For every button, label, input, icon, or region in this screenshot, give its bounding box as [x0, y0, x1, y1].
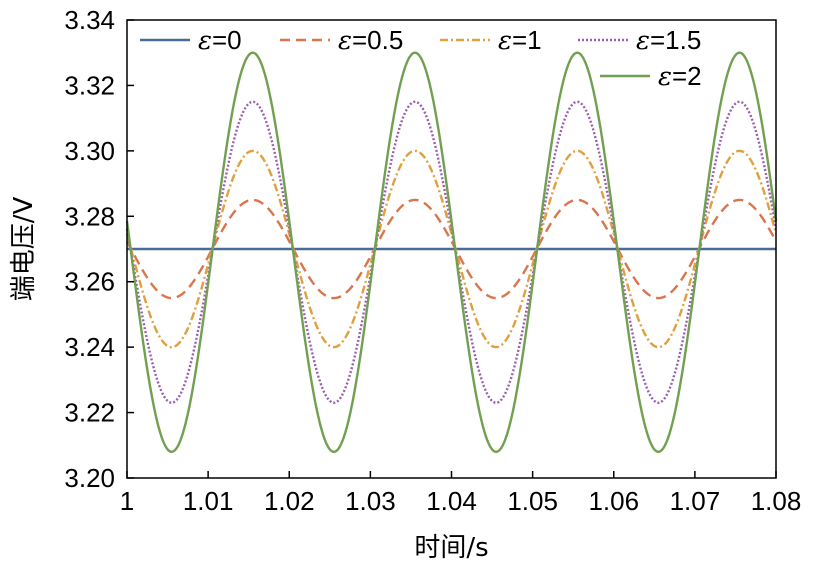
y-axis-title: 端电压/V: [9, 197, 39, 302]
legend-value: =1: [512, 25, 542, 55]
y-tick-label: 3.26: [64, 267, 115, 297]
x-tick-label: 1.08: [751, 486, 802, 516]
y-tick-label: 3.24: [64, 332, 115, 362]
y-tick-label: 3.22: [64, 398, 115, 428]
series-line-2: [125, 149, 778, 349]
y-tick-label: 3.34: [64, 5, 115, 35]
legend-value: =1.5: [650, 25, 701, 55]
x-tick-label: 1.05: [507, 486, 558, 516]
x-tick-label: 1.04: [426, 486, 477, 516]
legend-label-4: ε=2: [658, 61, 702, 92]
legend-value: =0: [212, 25, 242, 55]
y-tick-label: 3.32: [64, 70, 115, 100]
x-tick-label: 1.06: [588, 486, 639, 516]
legend-symbol: ε: [498, 26, 512, 56]
x-tick-label: 1.03: [345, 486, 396, 516]
legend-symbol: ε: [658, 62, 672, 92]
x-tick-label: 1.02: [264, 486, 315, 516]
series-line-3: [125, 100, 778, 404]
legend: ε=0 ε=0.5 ε=1 ε=1.5ε=2: [140, 25, 702, 92]
y-tick-label: 3.20: [64, 463, 115, 493]
legend-label-2: ε=1: [498, 25, 542, 56]
y-tick-label: 3.28: [64, 201, 115, 231]
x-axis-title: 时间/s: [414, 533, 488, 563]
x-tick-label: 1.07: [670, 486, 721, 516]
series-line-1: [125, 198, 778, 300]
legend-label-1: ε=0.5: [338, 25, 403, 56]
x-tick-label: 1.01: [183, 486, 234, 516]
legend-symbol: ε: [198, 26, 212, 56]
legend-value: =0.5: [352, 25, 403, 55]
legend-value: =2: [672, 61, 702, 91]
y-tick-label: 3.30: [64, 136, 115, 166]
x-tick-label: 1: [120, 486, 134, 516]
legend-label-0: ε=0: [198, 25, 242, 56]
series-group: [125, 51, 778, 454]
axes: 1 1.01 1.02 1.03 1.04 1.05 1.06 1.07 1.08 3.20 3.2…: [64, 5, 801, 516]
legend-label-3: ε=1.5: [636, 25, 701, 56]
legend-symbol: ε: [338, 26, 352, 56]
series-line-4: [125, 51, 778, 454]
legend-symbol: ε: [636, 26, 650, 56]
